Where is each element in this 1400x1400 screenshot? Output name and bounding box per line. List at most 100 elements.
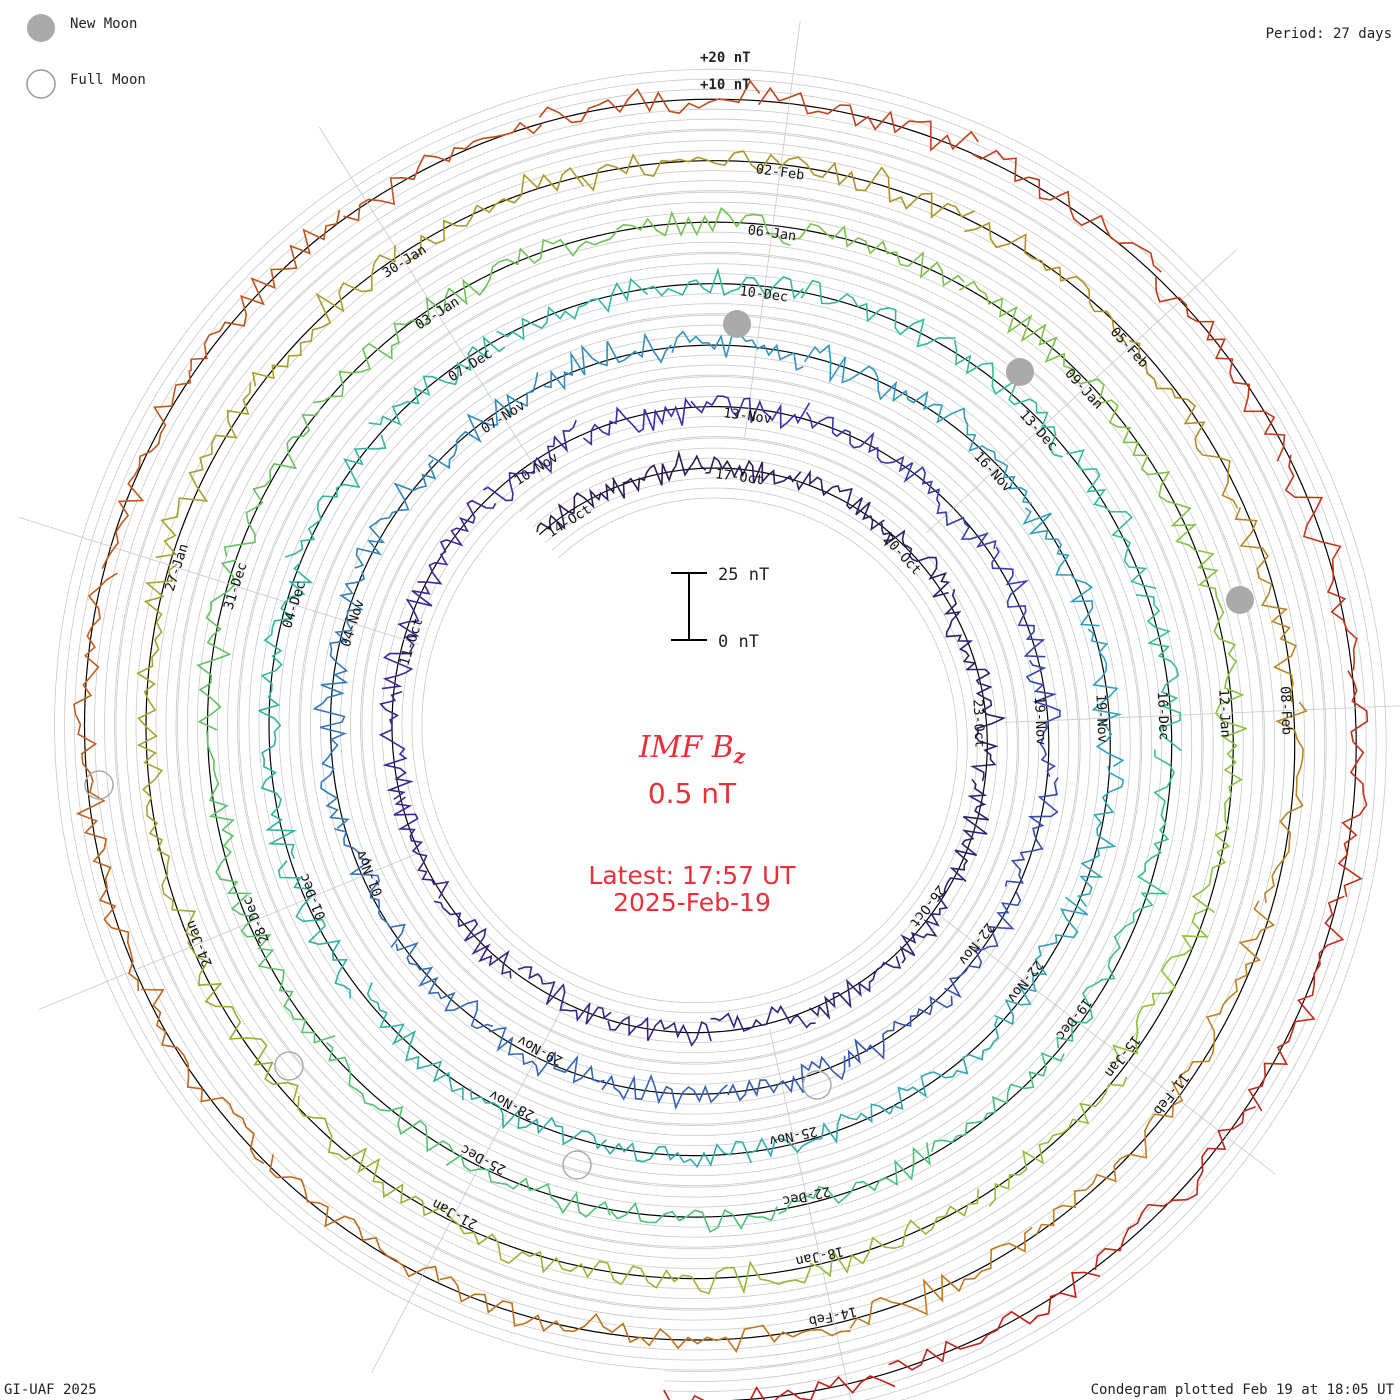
day-spoke xyxy=(318,126,545,482)
bz-trace-segment xyxy=(297,1095,449,1217)
bz-trace-segment xyxy=(334,828,406,948)
bz-trace-segment xyxy=(312,697,350,829)
center-title-sub: z xyxy=(733,744,746,768)
bz-trace-segment xyxy=(393,796,450,899)
scale-plus20-label: +20 nT xyxy=(700,50,751,66)
bz-trace-segment xyxy=(800,279,956,348)
bz-trace-segment xyxy=(663,1375,896,1400)
date-label: 27-Jan xyxy=(162,542,192,593)
latest-date: 2025-Feb-19 xyxy=(613,888,771,917)
bz-trace-segment xyxy=(223,408,322,557)
bz-trace-segment xyxy=(582,397,692,446)
bz-trace-segment xyxy=(1129,339,1239,509)
bz-trace-segment xyxy=(206,729,252,895)
date-label: 18-Jan xyxy=(794,1243,845,1269)
date-label: 07-Nov xyxy=(478,397,528,437)
bz-trace-segment xyxy=(343,121,543,222)
bz-trace-segment xyxy=(1284,454,1358,671)
date-label: 14-Oct xyxy=(544,501,594,541)
date-label: 16-Nov xyxy=(971,449,1016,496)
bz-trace-segment xyxy=(190,209,341,372)
day-spoke xyxy=(39,848,428,1010)
bz-trace-segment xyxy=(615,206,791,247)
bz-trace-segment xyxy=(1109,908,1209,1064)
bz-trace-segment xyxy=(796,469,885,531)
bz-trace-segment xyxy=(142,752,198,939)
bz-trace-segment xyxy=(988,1076,1128,1208)
bz-trace-segment xyxy=(934,403,1032,505)
bz-trace-segment xyxy=(777,1142,931,1215)
bz-trace-segment xyxy=(601,1073,728,1111)
bz-trace-segment xyxy=(496,277,649,341)
date-label: 08-Feb xyxy=(1277,686,1295,735)
bz-trace-segment xyxy=(196,559,237,731)
date-label: 19-Nov xyxy=(1092,694,1110,743)
bz-trace-segment xyxy=(849,1226,1033,1329)
grid-spiral xyxy=(64,78,1377,1400)
bz-trace-segment xyxy=(1092,399,1197,552)
bz-trace-segment xyxy=(881,523,951,598)
bz-trace-segment xyxy=(543,332,672,391)
center-title-main: IMF B xyxy=(638,730,734,765)
bz-trace-segment xyxy=(607,1015,712,1047)
full-moon-legend-label: Full Moon xyxy=(70,72,146,88)
bz-trace-segment xyxy=(970,683,1007,782)
date-label: 25-Dec xyxy=(458,1141,509,1178)
date-label: 17-Oct xyxy=(714,466,764,488)
bz-trace-segment xyxy=(417,499,497,585)
full-moon-legend-icon xyxy=(26,69,56,99)
date-label: 04-Nov xyxy=(338,598,368,649)
bz-trace-segment xyxy=(101,370,192,570)
date-label: 14-Feb xyxy=(807,1303,858,1329)
bz-trace-segment xyxy=(580,150,780,192)
bz-trace-segment xyxy=(803,343,936,411)
bz-trace-segment xyxy=(1179,900,1276,1089)
new-moon-marker xyxy=(1006,358,1034,386)
date-label: 29-Nov xyxy=(515,1032,566,1069)
bz-trace-segment xyxy=(251,245,396,387)
bz-trace-segment xyxy=(469,1088,608,1150)
center-title: IMF Bz xyxy=(638,730,746,768)
bz-trace-segment xyxy=(326,1042,455,1154)
bz-trace-segment xyxy=(488,1026,605,1084)
bz-trace-segment xyxy=(809,955,902,1021)
bz-trace-segment xyxy=(888,1271,1101,1371)
bz-trace-segment xyxy=(258,562,314,712)
date-label: 06-Jan xyxy=(747,222,797,244)
bz-trace-segment xyxy=(690,395,811,430)
bz-trace-segment xyxy=(612,450,707,499)
bz-trace-segment xyxy=(428,372,539,470)
day-spoke xyxy=(1004,705,1400,723)
bz-trace-segment xyxy=(136,563,178,755)
day-spoke xyxy=(769,1027,852,1400)
bz-trace-segment xyxy=(320,571,366,699)
bz-trace-segment xyxy=(1136,594,1182,752)
bz-trace-segment xyxy=(405,166,585,263)
bz-trace-segment xyxy=(639,1324,851,1354)
scale-bar xyxy=(671,572,707,641)
bz-trace-segment xyxy=(1025,659,1061,778)
bz-trace-segment xyxy=(889,1017,1000,1115)
bz-trace-segment xyxy=(378,690,414,801)
date-label: 23-Oct xyxy=(969,699,987,748)
bz-trace-segment xyxy=(141,988,265,1165)
bz-trace-segment xyxy=(439,1276,641,1344)
bz-trace-segment xyxy=(1264,701,1308,904)
period-label: Period: 27 days xyxy=(1266,26,1392,42)
date-label: 22-Dec xyxy=(781,1183,832,1209)
bz-trace-segment xyxy=(953,339,1064,458)
bz-trace-segment xyxy=(604,1140,753,1169)
bz-trace-segment xyxy=(1234,507,1297,703)
full-moon-marker xyxy=(802,1070,832,1100)
new-moon-legend-icon xyxy=(27,14,55,42)
bz-trace-segment xyxy=(1247,895,1345,1112)
bz-trace-segment xyxy=(610,1201,778,1233)
bz-trace-segment xyxy=(445,1153,611,1218)
traces xyxy=(73,79,1369,1400)
grid-spiral xyxy=(114,128,1327,1373)
bz-trace-segment xyxy=(284,434,387,558)
bz-trace-segment xyxy=(1056,907,1141,1049)
day-spoke xyxy=(744,21,801,438)
bz-trace-segment xyxy=(1191,728,1246,914)
